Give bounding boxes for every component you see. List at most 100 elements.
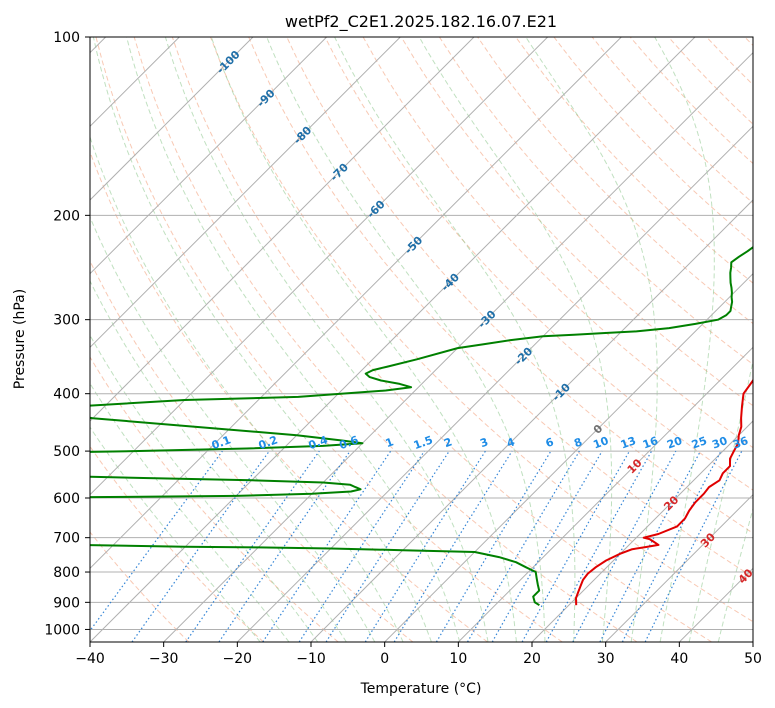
dry-adiabat bbox=[400, 37, 753, 407]
moist-adiabat bbox=[688, 358, 753, 642]
mixing-ratio-label: 36 bbox=[731, 434, 750, 452]
isotherm-line bbox=[605, 493, 753, 642]
dry-adiabat bbox=[90, 356, 339, 642]
x-tick-label: −30 bbox=[149, 651, 179, 667]
moist-adiabat bbox=[164, 37, 489, 642]
dry-adiabat bbox=[90, 445, 264, 642]
y-axis-label: Pressure (hPa) bbox=[12, 289, 28, 389]
isotherm-gridlines bbox=[90, 37, 753, 642]
dewpoint-profile-line bbox=[90, 246, 753, 607]
mixing-ratio-line bbox=[545, 450, 653, 642]
mixing-ratio-line bbox=[90, 450, 223, 632]
x-tick-label: −10 bbox=[296, 651, 326, 667]
moist-adiabat bbox=[92, 37, 432, 642]
y-tick-label: 600 bbox=[53, 491, 80, 507]
y-tick-label: 400 bbox=[53, 387, 80, 403]
mixing-ratio-line bbox=[521, 450, 631, 642]
isotherm-line bbox=[310, 199, 753, 642]
isotherm-line bbox=[90, 37, 254, 201]
moist-adiabat bbox=[90, 334, 319, 642]
dry-adiabat bbox=[438, 37, 753, 366]
x-tick-label: 30 bbox=[597, 651, 615, 667]
x-axis-label: Temperature (°C) bbox=[360, 681, 482, 697]
isotherm-line bbox=[384, 272, 753, 642]
moist-adiabat bbox=[90, 135, 404, 642]
chart-title: wetPf2_C2E1.2025.182.16.07.E21 bbox=[285, 12, 557, 32]
mixing-ratio-label: 8 bbox=[572, 435, 584, 450]
dry-adiabat bbox=[248, 37, 753, 578]
moist-adiabat bbox=[126, 37, 461, 642]
y-tick-label: 700 bbox=[53, 531, 80, 547]
curve-labels: 0.1 0.2 0.4 0.6 1 1.5 2 3 4 6 8 10 13 16 20 25 30 36-100-… bbox=[210, 48, 753, 587]
mixing-ratio-label: 3 bbox=[478, 435, 490, 450]
temperature-profile-line bbox=[575, 378, 753, 606]
isobar-gridlines bbox=[90, 37, 753, 630]
moist-adiabat bbox=[525, 37, 658, 642]
mixing-ratio-line bbox=[262, 450, 392, 642]
isotherm-line bbox=[163, 51, 753, 642]
y-tick-label: 900 bbox=[53, 595, 80, 611]
mixing-ratio-label: 13 bbox=[619, 434, 638, 451]
moist-adiabat bbox=[266, 37, 546, 642]
y-tick-label: 500 bbox=[53, 444, 80, 460]
mixing-ratio-label: 10 bbox=[591, 434, 610, 452]
mixing-ratio-label: 0.6 bbox=[338, 433, 361, 452]
dry-adiabat bbox=[515, 37, 753, 284]
isotherm-line bbox=[90, 37, 622, 570]
moist-adiabat bbox=[334, 37, 576, 642]
moist-adiabat bbox=[210, 37, 517, 642]
isotherm-line bbox=[90, 37, 549, 496]
x-tick-label: −20 bbox=[223, 651, 253, 667]
dry-adiabat bbox=[90, 150, 488, 642]
dry-adiabat bbox=[90, 531, 190, 642]
y-axis-ticks: 100 200 300 400 500 600 700 800 900 1000 bbox=[44, 30, 90, 638]
mixing-ratio-label: 2 bbox=[442, 435, 454, 450]
mixing-ratio-line bbox=[185, 450, 320, 642]
moist-adiabat bbox=[654, 37, 715, 642]
moist-adiabat bbox=[90, 426, 261, 642]
isotherm-line bbox=[90, 37, 328, 275]
mixing-ratio-label: 4 bbox=[505, 435, 517, 450]
x-tick-label: 20 bbox=[523, 651, 541, 667]
y-tick-label: 300 bbox=[53, 313, 80, 329]
mixing-ratio-line bbox=[644, 450, 743, 642]
x-tick-label: −40 bbox=[75, 651, 105, 667]
dry-adiabat bbox=[95, 37, 563, 642]
y-tick-label: 100 bbox=[53, 30, 80, 46]
mixing-ratio-label: 0.4 bbox=[307, 433, 330, 452]
mixing-ratio-line bbox=[298, 450, 425, 642]
mixing-ratio-label: 1 bbox=[384, 435, 396, 450]
x-tick-label: 40 bbox=[670, 651, 688, 667]
mixing-ratio-label: 0.2 bbox=[257, 433, 280, 452]
moist-adiabat bbox=[90, 215, 376, 642]
plot-area: 0.1 0.2 0.4 0.6 1 1.5 2 3 4 6 8 10 13 16 20 25 30 36-100-… bbox=[90, 37, 753, 642]
mixing-ratio-label: 0.1 bbox=[210, 433, 233, 452]
y-tick-label: 200 bbox=[53, 208, 80, 224]
isotherm-line bbox=[90, 37, 401, 349]
mixing-ratio-label: 6 bbox=[544, 435, 556, 450]
mixing-ratio-label: 25 bbox=[690, 434, 709, 451]
x-tick-label: 0 bbox=[380, 651, 389, 667]
mixing-ratio-label: 1.5 bbox=[412, 433, 435, 452]
mixing-ratio-line bbox=[325, 450, 450, 642]
mixing-ratio-label: 16 bbox=[641, 434, 660, 452]
mixing-ratio-lines bbox=[90, 450, 743, 642]
moist-adiabat bbox=[418, 37, 613, 642]
mixing-ratio-line bbox=[218, 450, 351, 642]
dry-adiabat bbox=[324, 37, 753, 491]
dry-adiabat bbox=[210, 37, 753, 623]
mixing-ratio-label: 30 bbox=[710, 434, 729, 452]
isotherm-line bbox=[90, 37, 475, 422]
x-axis-ticks: −40 −30 −20 −10 0 10 20 30 40 50 bbox=[75, 642, 762, 667]
y-tick-label: 1000 bbox=[44, 622, 80, 638]
mixing-ratio-line bbox=[393, 450, 513, 642]
dry-adiabat bbox=[171, 37, 712, 642]
moist-adiabat bbox=[717, 506, 753, 642]
moist-adiabats bbox=[90, 37, 753, 642]
x-tick-label: 10 bbox=[449, 651, 467, 667]
mixing-ratio-line bbox=[572, 450, 677, 642]
mixing-ratio-label: 20 bbox=[665, 434, 684, 452]
y-tick-label: 800 bbox=[53, 565, 80, 581]
